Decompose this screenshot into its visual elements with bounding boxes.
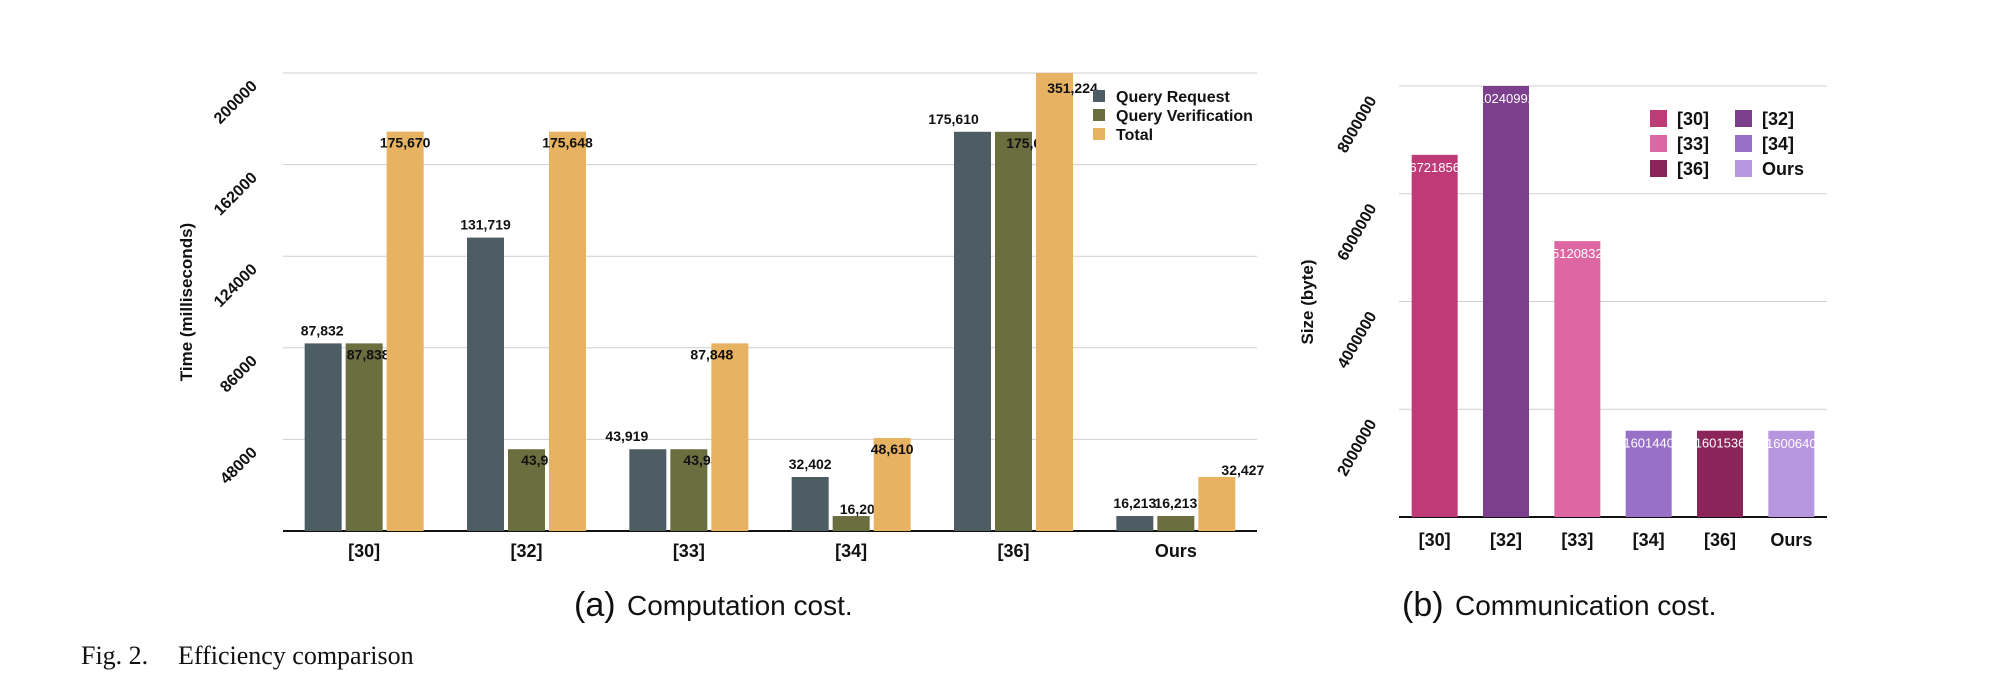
data-label: 1601440 — [1623, 436, 1674, 451]
x-tick-label: [36] — [997, 541, 1029, 561]
y-tick-label: 6000000 — [1335, 201, 1381, 264]
x-tick-label: [33] — [1561, 530, 1593, 550]
bar-total — [711, 343, 749, 531]
data-label: 43,919 — [605, 428, 648, 444]
y-tick-label: 124000 — [211, 261, 261, 311]
legend-label: Query Request — [1116, 89, 1230, 106]
x-tick-label: [32] — [510, 541, 542, 561]
data-label: 175,670 — [380, 135, 431, 151]
bar-query-request — [791, 476, 829, 531]
subcaption-b-letter: (b) — [1402, 586, 1444, 624]
y-tick-label: 4000000 — [1335, 309, 1381, 372]
x-tick-label: Ours — [1770, 530, 1812, 550]
y-tick-label: 48000 — [217, 444, 261, 488]
x-tick-label: [34] — [1633, 530, 1665, 550]
legend-label: [33] — [1677, 134, 1709, 154]
x-tick-label: [32] — [1490, 530, 1522, 550]
subcaption-a-text: Computation cost. — [627, 590, 853, 621]
data-label: 87,848 — [690, 346, 733, 362]
bar-total — [386, 131, 424, 531]
bar-query-request — [629, 449, 667, 531]
legend-swatch — [1650, 160, 1667, 177]
bar-query-verification — [1157, 516, 1195, 531]
data-label: 48,610 — [871, 441, 914, 457]
x-tick-label: [30] — [348, 541, 380, 561]
bar — [1411, 154, 1458, 518]
legend-label: [32] — [1762, 109, 1794, 129]
data-label: 5120832 — [1552, 246, 1603, 261]
x-tick-label: [36] — [1704, 530, 1736, 550]
subcaption-a-letter: (a) — [574, 586, 616, 624]
x-tick-label: [34] — [835, 541, 867, 561]
legend-swatch — [1650, 135, 1667, 152]
legend-label: [34] — [1762, 134, 1794, 154]
data-label: 32,402 — [789, 456, 832, 472]
data-label: 131,719 — [460, 217, 511, 233]
legend-label: Total — [1116, 127, 1153, 144]
x-tick-label: Ours — [1155, 541, 1197, 561]
bar-total — [1198, 476, 1236, 531]
bar-query-verification — [670, 449, 708, 531]
y-tick-label: 8000000 — [1335, 93, 1381, 156]
legend-swatch — [1650, 110, 1667, 127]
y-tick-label: 86000 — [217, 353, 261, 397]
bar-query-verification — [995, 131, 1032, 532]
bar — [1483, 86, 1529, 517]
bar-query-verification — [832, 516, 870, 531]
bar-query-request — [954, 131, 991, 532]
data-label: 1601536 — [1695, 436, 1746, 451]
data-label: 1600640 — [1766, 436, 1817, 451]
y-axis-label: Size (byte) — [1298, 259, 1317, 344]
bar-total — [549, 131, 586, 531]
legend-swatch — [1093, 90, 1105, 102]
y-tick-label: 200000 — [211, 78, 261, 128]
x-tick-label: [33] — [673, 541, 705, 561]
data-label: 32,427 — [1221, 462, 1264, 478]
x-tick-label: [30] — [1419, 530, 1451, 550]
bar-query-request — [467, 237, 504, 532]
legend-swatch — [1735, 110, 1752, 127]
bar-query-request — [304, 343, 342, 531]
legend-swatch — [1735, 135, 1752, 152]
data-label: 16,207 — [840, 501, 883, 517]
data-label: 87,838 — [347, 346, 390, 362]
bar — [1554, 241, 1601, 517]
legend-swatch — [1093, 109, 1105, 121]
data-label: 351,224 — [1047, 80, 1098, 96]
data-label: 87,832 — [301, 322, 344, 338]
legend-label: Query Verification — [1116, 108, 1253, 125]
legend-label: Ours — [1762, 159, 1804, 179]
legend-swatch — [1093, 128, 1105, 140]
figure-caption-label: Fig. 2. — [81, 641, 148, 670]
data-label: 6721856 — [1409, 160, 1460, 175]
bar — [1697, 430, 1743, 517]
subcaption-b-text: Communication cost. — [1455, 590, 1716, 621]
bar-query-verification — [345, 343, 383, 531]
figure-caption-text: Efficiency comparison — [178, 641, 414, 670]
bar-total — [873, 437, 911, 531]
bar — [1625, 430, 1672, 517]
communication-cost-chart: 2000000 4000000 6000000 8000000 Size (byte) 6… — [1298, 85, 1827, 550]
y-axis-label: Time (milliseconds) — [177, 223, 196, 381]
y-tick-label: 162000 — [211, 169, 261, 219]
data-label: 175,610 — [928, 111, 979, 127]
data-label: 16,213 — [1154, 495, 1197, 511]
bar-query-verification — [508, 449, 545, 531]
legend-label: [30] — [1677, 109, 1709, 129]
data-label: 10240992 — [1477, 91, 1535, 106]
bar-total — [1036, 73, 1073, 531]
legend-swatch — [1735, 160, 1752, 177]
data-label: 175,648 — [542, 135, 593, 151]
legend-label: [36] — [1677, 159, 1709, 179]
bar-query-request — [1116, 516, 1154, 531]
data-label: 16,213 — [1113, 495, 1156, 511]
y-tick-label: 2000000 — [1335, 417, 1381, 480]
bar — [1768, 430, 1815, 517]
computation-cost-chart: 48000 86000 124000 162000 200000 Time (millis… — [177, 72, 1264, 561]
